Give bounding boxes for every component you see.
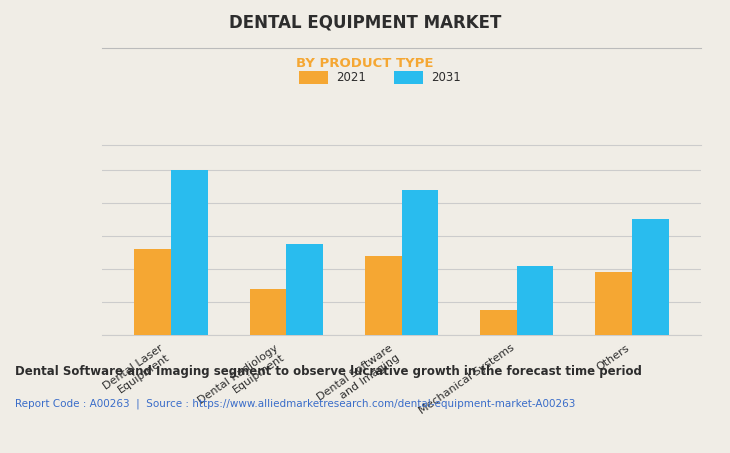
Text: Dental Software and Imaging segment to observe lucrative growth in the forecast : Dental Software and Imaging segment to o… bbox=[15, 365, 642, 378]
Bar bbox=[480, 310, 517, 335]
Bar bbox=[595, 272, 631, 335]
Text: 2021: 2021 bbox=[336, 71, 366, 84]
Text: 2031: 2031 bbox=[431, 71, 461, 84]
Bar bbox=[402, 190, 438, 335]
Bar bbox=[172, 170, 208, 335]
Bar bbox=[250, 289, 286, 335]
Bar bbox=[134, 249, 172, 335]
Bar bbox=[517, 266, 553, 335]
Bar bbox=[631, 219, 669, 335]
Text: BY PRODUCT TYPE: BY PRODUCT TYPE bbox=[296, 57, 434, 70]
Bar bbox=[286, 244, 323, 335]
Bar bbox=[365, 256, 402, 335]
Text: DENTAL EQUIPMENT MARKET: DENTAL EQUIPMENT MARKET bbox=[228, 14, 502, 32]
Text: Report Code : A00263  |  Source : https://www.alliedmarketresearch.com/dental-eq: Report Code : A00263 | Source : https://… bbox=[15, 399, 575, 409]
